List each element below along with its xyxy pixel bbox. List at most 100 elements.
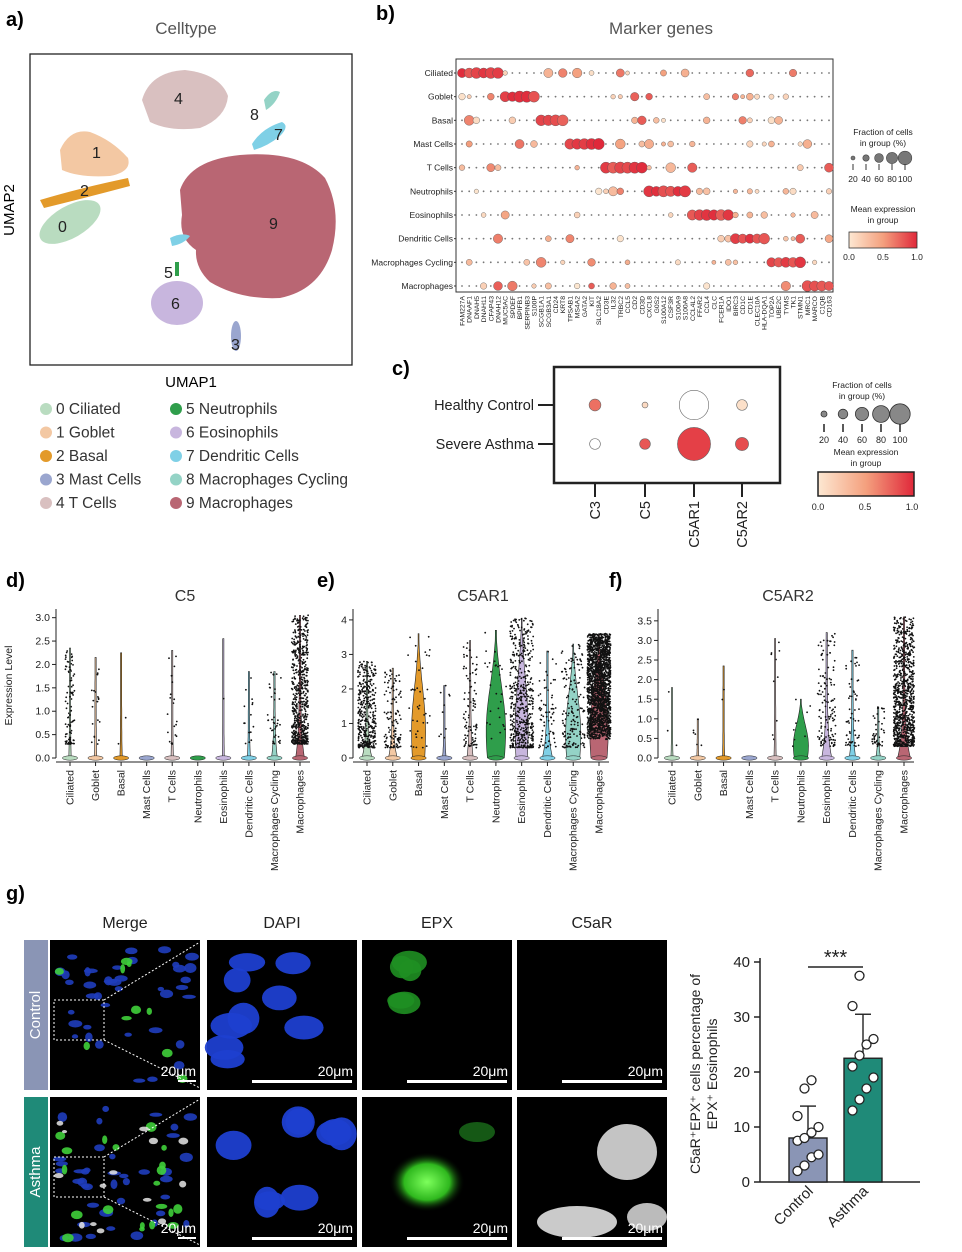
violin-point bbox=[300, 700, 302, 703]
violin-point bbox=[475, 723, 478, 726]
violin-point bbox=[529, 744, 532, 747]
violin-point bbox=[595, 670, 598, 673]
violin-point bbox=[601, 644, 604, 647]
violin-point bbox=[567, 714, 569, 717]
violin-point bbox=[305, 641, 308, 644]
violin-point bbox=[598, 673, 601, 676]
violin-point bbox=[389, 729, 391, 731]
violin-point bbox=[604, 728, 607, 731]
violin-point bbox=[298, 619, 301, 622]
marker-dot bbox=[637, 115, 647, 125]
violin-point bbox=[386, 700, 389, 702]
violin-point bbox=[818, 738, 821, 741]
violin-point bbox=[574, 743, 577, 745]
violin-point bbox=[298, 677, 301, 680]
umap-legend-label: 0 Ciliated bbox=[56, 401, 121, 418]
violin-point bbox=[305, 728, 308, 730]
violin-point bbox=[594, 713, 597, 716]
violin-title: C5AR2 bbox=[762, 588, 814, 605]
violin-point bbox=[552, 678, 555, 681]
violin-point bbox=[599, 642, 602, 644]
violin-point bbox=[825, 700, 827, 703]
violin-y-tick-label: 3 bbox=[341, 649, 347, 661]
marker-dot bbox=[691, 237, 694, 240]
marker-dot bbox=[540, 190, 543, 193]
marker-dot bbox=[504, 190, 507, 193]
violin-point bbox=[829, 745, 832, 748]
violin-point bbox=[574, 700, 577, 703]
violin-point bbox=[531, 700, 534, 703]
marker-gene-label: TK1 bbox=[791, 296, 798, 309]
marker-dot bbox=[789, 69, 798, 77]
marker-dot bbox=[806, 214, 809, 216]
marker-dot bbox=[748, 166, 751, 169]
marker-dot bbox=[588, 70, 595, 76]
violin-x-tick-label: T Cells bbox=[770, 770, 782, 802]
violin-point bbox=[73, 673, 76, 675]
violin-point bbox=[384, 733, 387, 736]
umap-cluster-3 bbox=[231, 321, 241, 351]
marker-dot bbox=[763, 190, 766, 193]
violin-point bbox=[416, 687, 419, 690]
violin-point bbox=[509, 728, 512, 731]
violin-point bbox=[545, 670, 548, 673]
violin-point bbox=[772, 738, 775, 741]
marker-dot bbox=[741, 214, 744, 216]
violin-point bbox=[605, 659, 608, 662]
marker-dot bbox=[691, 119, 694, 122]
marker-dot bbox=[676, 95, 679, 98]
violin-point bbox=[596, 639, 599, 642]
violin-point bbox=[600, 636, 603, 639]
violin-point bbox=[522, 707, 525, 710]
marker-dot bbox=[784, 143, 787, 145]
marker-dot bbox=[504, 237, 507, 240]
violin-point bbox=[567, 742, 570, 745]
violin-point bbox=[603, 677, 606, 680]
violin-point bbox=[828, 677, 831, 680]
violin-y-tick-label: 3.0 bbox=[35, 612, 50, 624]
marker-gene-label: SLC18A2 bbox=[596, 296, 603, 325]
violin-point bbox=[465, 727, 468, 730]
complement-size-legend-dot bbox=[872, 405, 890, 423]
violin-point bbox=[72, 694, 74, 696]
violin-point bbox=[589, 663, 592, 666]
violin-point bbox=[398, 736, 400, 739]
violin-point bbox=[721, 698, 724, 701]
violin-point bbox=[369, 716, 372, 719]
violin-point bbox=[795, 722, 797, 724]
violin-point bbox=[363, 729, 366, 732]
violin-point bbox=[362, 738, 364, 741]
violin-point bbox=[417, 707, 420, 710]
violin-point bbox=[567, 677, 570, 679]
violin-point bbox=[475, 746, 478, 749]
violin-point bbox=[394, 735, 397, 738]
violin-point bbox=[394, 718, 397, 721]
violin-point bbox=[416, 730, 419, 733]
violin-point bbox=[568, 740, 571, 743]
violin-point bbox=[527, 707, 529, 710]
marker-dot bbox=[655, 214, 658, 216]
violin-point bbox=[359, 723, 362, 726]
violin-shape bbox=[361, 661, 373, 759]
violin-point bbox=[364, 713, 367, 716]
violin-point bbox=[532, 635, 535, 638]
marker-dot bbox=[655, 143, 658, 145]
violin-point bbox=[514, 667, 517, 670]
violin-point bbox=[600, 660, 603, 663]
violin-point bbox=[96, 700, 99, 703]
violin-point bbox=[306, 634, 309, 636]
marker-dot bbox=[465, 259, 473, 266]
violin-point bbox=[301, 671, 304, 673]
violin-point bbox=[517, 688, 520, 690]
violin-point bbox=[589, 728, 592, 731]
violin-point bbox=[395, 675, 398, 677]
violin-point bbox=[393, 682, 395, 684]
violin-point bbox=[304, 687, 307, 690]
marker-dot bbox=[569, 190, 571, 193]
violin-point bbox=[424, 651, 427, 653]
marker-dot bbox=[684, 261, 686, 264]
violin-point bbox=[69, 695, 71, 698]
marker-dot bbox=[458, 164, 466, 171]
